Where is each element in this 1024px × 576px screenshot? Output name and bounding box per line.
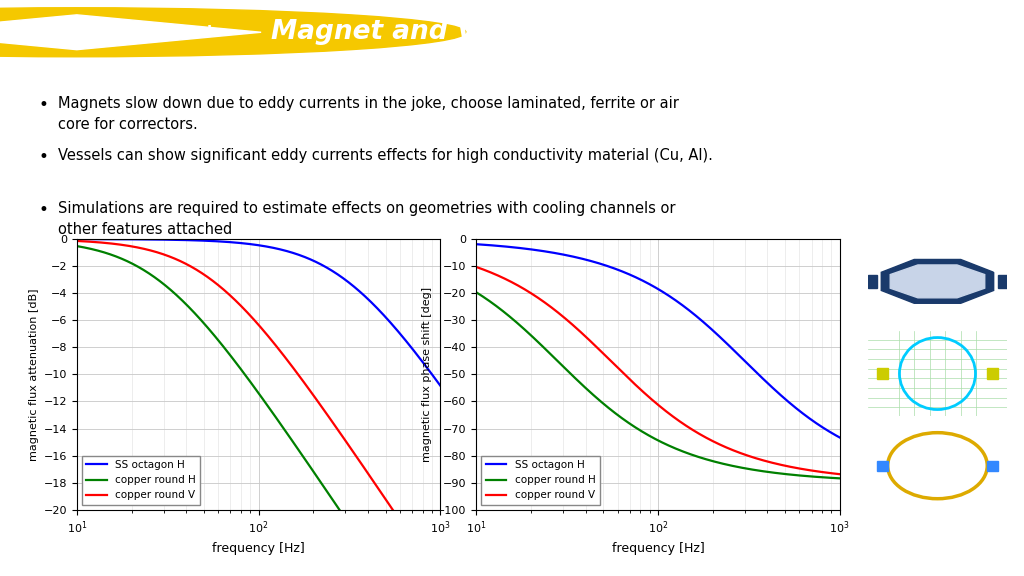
Text: •: • (39, 96, 48, 114)
Line: copper round V: copper round V (476, 267, 840, 474)
SS octagon H (834, 434, 846, 441)
copper round V (684, 425, 696, 432)
SS octagon H (164, 236, 176, 243)
copper round H (635, 427, 647, 434)
Bar (877, 369, 888, 378)
copper round H (135, 265, 147, 272)
copper round H (470, 289, 482, 295)
SS octagon H (344, 281, 356, 287)
copper round V (563, 319, 575, 325)
Y-axis label: magnetic flux phase shift [deg]: magnetic flux phase shift [deg] (422, 287, 432, 462)
copper round V (635, 386, 647, 393)
SS octagon H (684, 308, 696, 314)
copper round V (535, 296, 547, 303)
X-axis label: frequency [Hz]: frequency [Hz] (611, 541, 705, 555)
copper round V (236, 303, 248, 310)
copper round H (285, 435, 297, 442)
Text: •: • (39, 149, 48, 166)
copper round H (743, 466, 756, 473)
Text: Simulations are required to estimate effects on geometries with cooling channels: Simulations are required to estimate eff… (58, 201, 676, 237)
copper round V (71, 237, 83, 244)
Text: Magnet and Vessel Transfer Functions: Magnet and Vessel Transfer Functions (270, 19, 836, 46)
X-axis label: frequency [Hz]: frequency [Hz] (212, 541, 305, 555)
SS octagon H (743, 362, 756, 369)
SS octagon H (563, 252, 575, 259)
copper round H (684, 451, 696, 458)
copper round V (285, 362, 297, 369)
copper round V (834, 471, 846, 478)
SS octagon H (71, 236, 83, 242)
Text: 11: 11 (984, 552, 1004, 568)
Text: 7th Low Emittance Workshop, CERN, 15-17 Jan 2018: Ideal Orbit Feedback for Low E: 7th Low Emittance Workshop, CERN, 15-17 … (20, 555, 554, 565)
SS octagon H (535, 247, 547, 254)
Line: copper round H: copper round H (476, 292, 840, 478)
copper round H (71, 242, 83, 249)
copper round V (344, 445, 356, 452)
SS octagon H (434, 382, 446, 389)
SS octagon H (236, 240, 248, 247)
copper round H (535, 341, 547, 348)
SS octagon H (635, 276, 647, 283)
copper round V (743, 453, 756, 460)
Legend: SS octagon H, copper round H, copper round V: SS octagon H, copper round H, copper rou… (481, 456, 600, 505)
SS octagon H (470, 241, 482, 248)
Line: copper round V: copper round V (77, 241, 440, 576)
Y-axis label: magnetic flux attenuation [dB]: magnetic flux attenuation [dB] (30, 288, 39, 461)
copper round H (236, 366, 248, 373)
Text: Vessels can show significant eddy currents effects for high conductivity materia: Vessels can show significant eddy curren… (58, 149, 713, 164)
copper round H (713, 459, 725, 466)
copper round V (713, 441, 725, 448)
copper round V (313, 400, 326, 407)
Bar (987, 461, 998, 471)
Circle shape (0, 7, 466, 57)
copper round H (344, 522, 356, 529)
copper round V (135, 245, 147, 252)
copper round H (164, 286, 176, 293)
copper round V (470, 263, 482, 270)
copper round V (164, 253, 176, 260)
SS octagon H (285, 249, 297, 256)
Text: •: • (39, 201, 48, 219)
Bar (868, 275, 877, 288)
Line: SS octagon H: SS octagon H (476, 244, 840, 438)
SS octagon H (713, 332, 725, 339)
Bar (877, 461, 888, 471)
Text: diamond: diamond (138, 25, 212, 40)
Polygon shape (890, 265, 985, 298)
copper round H (313, 477, 326, 484)
SS octagon H (313, 260, 326, 267)
Polygon shape (0, 15, 261, 50)
Line: copper round H: copper round H (77, 246, 440, 576)
Legend: SS octagon H, copper round H, copper round V: SS octagon H, copper round H, copper rou… (82, 456, 201, 505)
copper round H (563, 369, 575, 376)
Bar (987, 369, 998, 378)
Line: SS octagon H: SS octagon H (77, 239, 440, 386)
Text: Magnets slow down due to eddy currents in the joke, choose laminated, ferrite or: Magnets slow down due to eddy currents i… (58, 96, 679, 132)
SS octagon H (135, 236, 147, 243)
Polygon shape (882, 259, 993, 304)
Bar (998, 275, 1007, 288)
copper round H (834, 475, 846, 482)
